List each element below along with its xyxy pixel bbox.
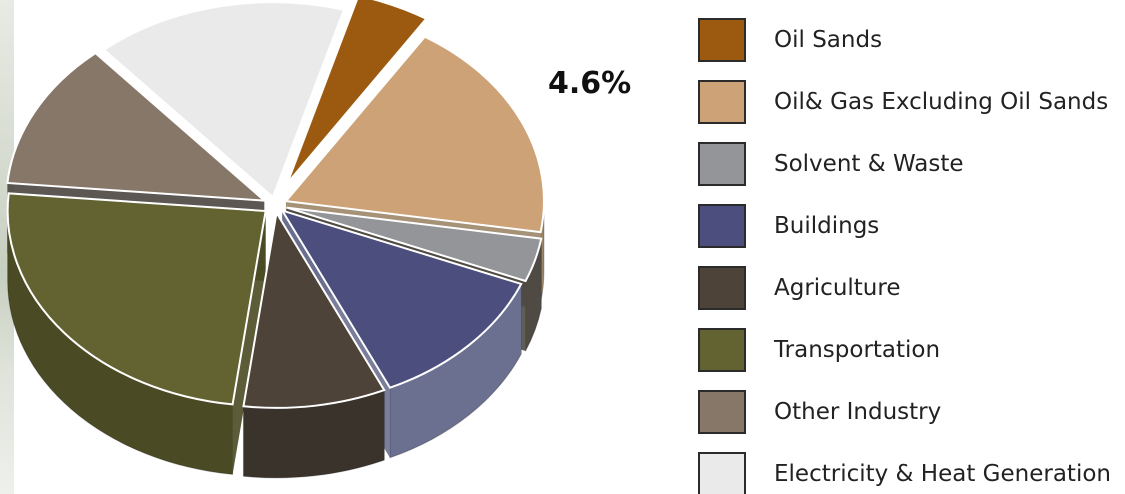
legend-label: Oil& Gas Excluding Oil Sands [774, 89, 1109, 115]
pie-slice-oil-sands [286, 0, 428, 184]
legend-swatch [698, 266, 746, 310]
legend-label: Solvent & Waste [774, 151, 964, 177]
legend-label: Buildings [774, 213, 880, 239]
legend-label: Electricity & Heat Generation [774, 461, 1111, 487]
legend-swatch [698, 328, 746, 372]
pie-slice-oil-gas-excluding-oil-sands [283, 35, 545, 234]
pie-slice-other-industry [6, 51, 268, 202]
legend-item-buildings: Buildings [698, 204, 1118, 266]
pie-slice-buildings [280, 208, 523, 389]
pie-slice-agriculture [242, 210, 386, 409]
legend-label: Other Industry [774, 399, 942, 425]
legend-item-oil-sands: Oil Sands [698, 18, 1118, 80]
legend-swatch [698, 204, 746, 248]
legend: Oil Sands Oil& Gas Excluding Oil Sands S… [698, 18, 1118, 494]
legend-swatch [698, 80, 746, 124]
oil-sands-percentage-label: 4.6% [548, 66, 632, 101]
legend-swatch [698, 18, 746, 62]
pie-slice-solvent-waste [286, 206, 543, 283]
background-photo-edge [0, 0, 14, 494]
legend-item-other-industry: Other Industry [698, 390, 1118, 452]
legend-swatch [698, 452, 746, 494]
legend-label: Transportation [774, 337, 941, 363]
legend-swatch [698, 142, 746, 186]
legend-swatch [698, 390, 746, 434]
pie-slice-electricity-heat-generation [102, 1, 346, 199]
legend-item-transportation: Transportation [698, 328, 1118, 390]
legend-item-agriculture: Agriculture [698, 266, 1118, 328]
pie-slice-transportation [6, 192, 267, 406]
legend-item-oil-gas: Oil& Gas Excluding Oil Sands [698, 80, 1118, 142]
legend-item-solvent-waste: Solvent & Waste [698, 142, 1118, 204]
legend-label: Oil Sands [774, 27, 883, 53]
legend-label: Agriculture [774, 275, 901, 301]
legend-item-electricity-heat: Electricity & Heat Generation [698, 452, 1118, 494]
pie-chart [6, 0, 545, 479]
